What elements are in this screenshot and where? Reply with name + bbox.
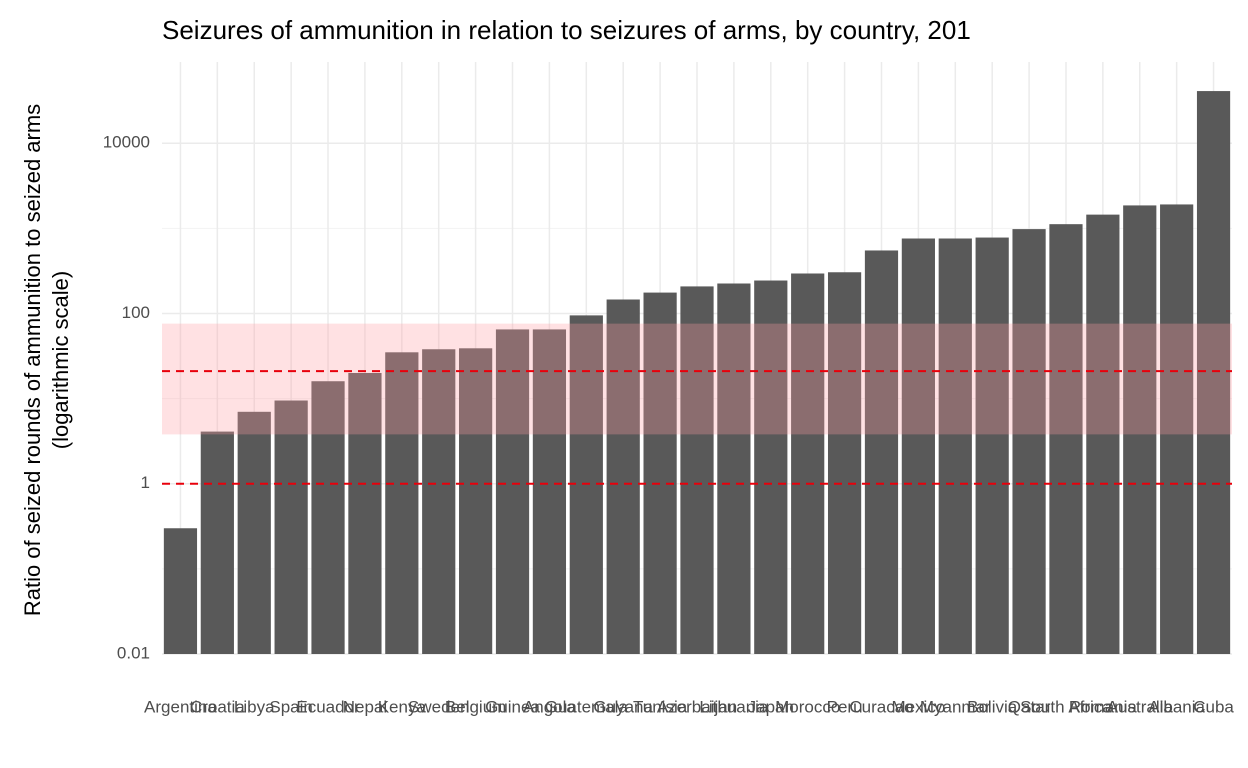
x-tick-label: Belgium <box>445 697 506 716</box>
y-axis-title: (logarithmic scale) <box>48 271 73 450</box>
y-tick-label: 100 <box>122 303 150 322</box>
x-tick-label: Romania <box>1069 697 1138 716</box>
x-tick-label: Sweden <box>408 697 469 716</box>
bar <box>827 272 862 654</box>
bar <box>791 273 825 654</box>
bar <box>163 528 198 654</box>
bar <box>200 431 234 654</box>
reference-band <box>162 323 1232 435</box>
y-tick-label: 10000 <box>103 133 150 152</box>
bar <box>1123 205 1157 654</box>
bar <box>532 329 567 654</box>
bar <box>1049 224 1083 654</box>
x-tick-label: Ecuador <box>296 697 360 716</box>
x-tick-label: Cuba <box>1193 697 1234 716</box>
x-tick-label: Argentina <box>144 697 217 716</box>
x-tick-label: Azerbaijan <box>657 697 737 716</box>
x-tick-label: South Africa <box>1020 697 1112 716</box>
bar <box>422 349 456 654</box>
bar <box>274 400 308 654</box>
bar <box>237 411 271 654</box>
x-tick-label: Kenya <box>378 697 427 716</box>
bar <box>643 292 677 654</box>
x-tick-label: Guinea <box>485 697 540 716</box>
x-tick-label: Morocco <box>775 697 840 716</box>
x-tick-label: Peru <box>827 697 863 716</box>
x-tick-label: Curacao <box>849 697 913 716</box>
bar <box>1012 229 1046 654</box>
x-tick-label: Japan <box>748 697 794 716</box>
bar <box>938 238 972 654</box>
x-tick-label: Guyana <box>593 697 653 716</box>
bar <box>975 237 1009 654</box>
bar <box>717 283 751 654</box>
x-tick-label: Lithuania <box>699 697 769 716</box>
bar <box>495 329 530 654</box>
x-tick-label: Angola <box>523 697 576 716</box>
chart-title: Seizures of ammunition in relation to se… <box>162 15 971 45</box>
bar <box>1086 214 1120 654</box>
x-tick-label: Bolivia <box>967 697 1018 716</box>
bar <box>459 348 493 654</box>
y-tick-label: 0.01 <box>117 643 150 662</box>
bar <box>754 280 788 654</box>
x-tick-label: Spain <box>269 697 312 716</box>
y-axis-title: Ratio of seized rounds of ammunition to … <box>20 104 45 616</box>
x-tick-label: Tunisia <box>633 697 688 716</box>
bar <box>901 238 935 654</box>
bar <box>1196 91 1231 655</box>
x-tick-label: Croatia <box>190 697 245 716</box>
bar <box>348 372 382 654</box>
x-tick-label: Nepal <box>343 697 387 716</box>
bar <box>680 286 714 654</box>
x-tick-label: Libya <box>234 697 275 716</box>
x-tick-label: Qatar <box>1008 697 1051 716</box>
bar <box>1160 204 1194 654</box>
x-tick-label: Guatemala <box>545 697 629 716</box>
x-tick-label: Myanmar <box>920 697 991 716</box>
y-tick-label: 1 <box>141 473 150 492</box>
bar <box>606 299 640 654</box>
bar <box>385 352 419 654</box>
bar <box>864 250 899 654</box>
x-tick-label: Australia <box>1107 697 1174 716</box>
x-tick-label: Albania <box>1148 697 1205 716</box>
bar <box>311 381 345 654</box>
x-tick-label: Mexico <box>891 697 945 716</box>
